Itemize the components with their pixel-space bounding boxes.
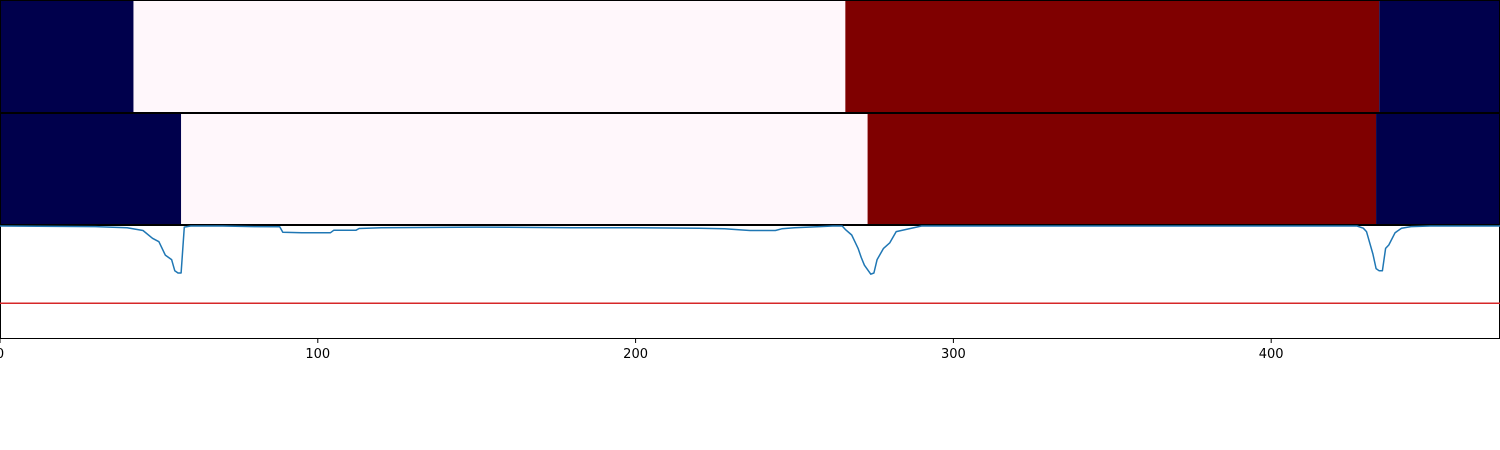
x-tick-label: 400 (1259, 347, 1284, 362)
segment-1-1 (0, 0, 134, 113)
segment-2-1 (0, 113, 182, 225)
x-tick-label: 100 (305, 347, 330, 362)
segment-2-4 (1376, 113, 1500, 225)
x-tick-label: 300 (941, 347, 966, 362)
segment-2-3 (867, 113, 1377, 225)
segment-2-2 (181, 113, 868, 225)
segment-row-1 (0, 0, 1500, 113)
series-layer (0, 225, 1500, 305)
segment-1-3 (845, 0, 1380, 113)
x-axis: 0 100 200 300 400 (0, 338, 1284, 362)
line-panel (0, 225, 1500, 339)
x-tick-label: 0 (0, 347, 4, 362)
segment-1-2 (133, 0, 846, 113)
line-panel-frame (0, 225, 1500, 339)
series-line-1 (0, 225, 1500, 275)
segment-rows (0, 0, 1500, 225)
x-tick-label: 200 (623, 347, 648, 362)
segment-row-2 (0, 113, 1500, 225)
segment-1-4 (1379, 0, 1500, 113)
